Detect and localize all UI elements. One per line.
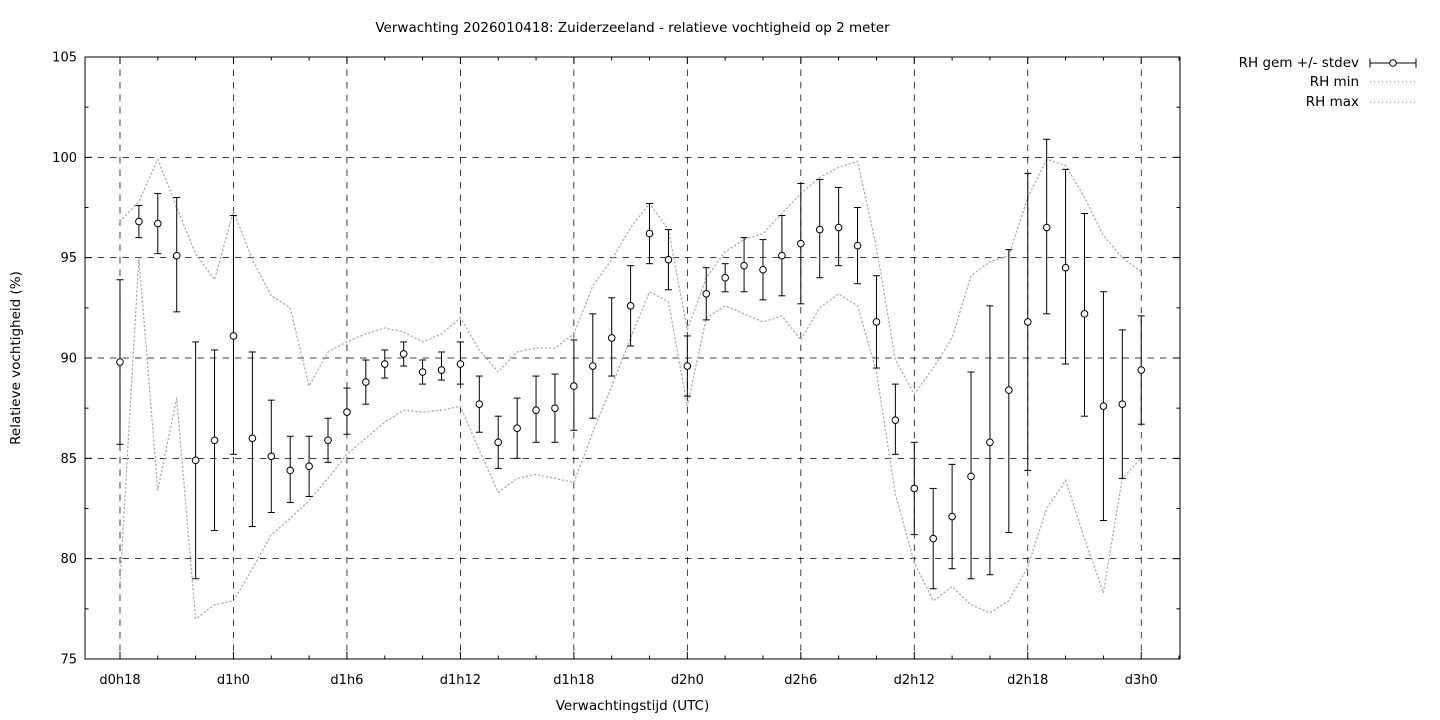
errorbar-point: [872, 275, 881, 369]
x-tick-label: d2h18: [1007, 673, 1048, 688]
y-tick-label: 85: [60, 452, 77, 467]
errorbar-point: [494, 415, 503, 469]
errorbar-point: [626, 265, 635, 347]
y-tick-label: 95: [60, 251, 77, 266]
errorbar-point: [588, 313, 597, 419]
errorbar-point: [702, 267, 711, 321]
errorbar-point: [1042, 138, 1051, 315]
errorbar-point: [267, 399, 276, 514]
x-tick-label: d2h6: [784, 673, 817, 688]
errorbar-point: [1118, 329, 1127, 479]
errorbar-point: [645, 202, 654, 265]
errorbar-point: [362, 359, 370, 405]
x-axis-title: Verwachtingstijd (UTC): [555, 698, 710, 714]
legend-row-rh-max: RH max: [1239, 92, 1418, 112]
errorbar-point: [475, 375, 484, 433]
x-tick-label: d1h6: [330, 673, 363, 688]
errorbar-point: [305, 435, 313, 497]
errorbar-point: [229, 215, 238, 455]
errorbar-point: [778, 215, 786, 297]
errorbar-point: [967, 371, 975, 580]
errorbar-point: [853, 207, 862, 285]
errorbar-point: [172, 196, 181, 313]
errorbar-point: [286, 435, 294, 503]
errorbar-point: [380, 349, 389, 379]
legend-row-rh-min: RH min: [1239, 73, 1418, 93]
x-tick-label: d2h0: [671, 673, 704, 688]
x-tick-label: d3h0: [1125, 673, 1158, 688]
errorbar-point: [891, 383, 900, 455]
x-tick-label: d1h12: [440, 673, 481, 688]
errorbar-point: [191, 341, 200, 580]
errorbar-point: [910, 441, 919, 536]
errorbar-point: [721, 263, 729, 293]
rh-mean-errorbars: [116, 138, 1146, 590]
errorbar-point: [664, 229, 673, 291]
errorbar-point: [1023, 172, 1032, 471]
errorbar-point: [116, 279, 124, 445]
errorbar-point: [418, 359, 427, 385]
y-axis-title: Relatieve vochtigheid (%): [8, 271, 24, 445]
errorbar-point: [135, 204, 143, 239]
errorbar-point: [1061, 168, 1070, 365]
errorbar-point: [986, 305, 994, 576]
errorbar-point: [815, 178, 824, 279]
errorbar-point: [607, 297, 616, 377]
x-tick-label: d0h18: [99, 673, 140, 688]
y-tick-label: 105: [52, 51, 77, 66]
errorbar-point: [343, 387, 351, 435]
errorbar-point: [324, 417, 332, 463]
y-tick-label: 90: [60, 352, 77, 367]
dotted-line-sample-icon: [1370, 81, 1416, 83]
y-tick-label: 80: [60, 552, 77, 567]
x-tick-label: d1h18: [553, 673, 594, 688]
errorbar-point: [834, 186, 843, 267]
errorbar-point: [1137, 315, 1146, 425]
errorbar-point: [210, 349, 219, 532]
y-tick-label: 75: [60, 653, 77, 668]
errorbar-point: [399, 341, 408, 367]
errorbar-point: [683, 335, 692, 397]
errorbar-point: [570, 339, 578, 431]
x-tick-label: d2h12: [894, 673, 935, 688]
errorbar-point: [740, 237, 748, 293]
axis-ticks: [85, 56, 1180, 660]
errorbar-point: [513, 397, 521, 459]
x-tick-labels: d0h18 d1h0 d1h6 d1h12 d1h18 d2h0 d2h6 d2h12 d2h1…: [99, 673, 1157, 688]
legend-label-rh-min: RH min: [1309, 74, 1359, 91]
rh-max-line: [119, 157, 1142, 396]
errorbar-point: [248, 351, 257, 528]
errorbar-point: [797, 182, 805, 305]
legend-row-rh-gem: RH gem +/- stdev: [1239, 53, 1418, 73]
legend: RH gem +/- stdev RH min RH max: [1239, 53, 1418, 112]
errorbar-point: [759, 239, 767, 301]
errorbar-point: [1005, 249, 1013, 534]
errorbar-point: [948, 463, 956, 570]
errorbar-point: [437, 351, 446, 381]
errorbar-point: [1080, 213, 1089, 417]
dotted-line-sample-icon: [1370, 101, 1416, 103]
errorbar-point: [456, 341, 465, 385]
errorbar-sample-icon: [1369, 58, 1417, 68]
legend-label-rh-gem: RH gem +/- stdev: [1238, 54, 1359, 71]
errorbar-point: [1099, 291, 1108, 522]
errorbar-point: [551, 373, 559, 443]
errorbar-point: [154, 192, 162, 255]
chart-title: Verwachting 2026010418: Zuiderzeeland - …: [375, 20, 890, 36]
errorbar-point: [532, 375, 540, 443]
y-tick-label: 100: [52, 151, 77, 166]
y-tick-labels: 75 80 85 90 95 100 105: [52, 51, 77, 668]
errorbar-point: [929, 487, 937, 590]
grid-lines: [85, 57, 1180, 659]
x-tick-label: d1h0: [217, 673, 250, 688]
legend-label-rh-max: RH max: [1305, 93, 1359, 110]
